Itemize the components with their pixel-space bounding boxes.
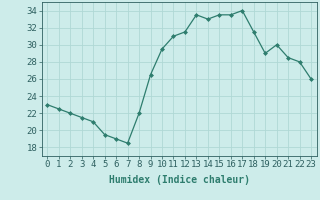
X-axis label: Humidex (Indice chaleur): Humidex (Indice chaleur) [109, 175, 250, 185]
